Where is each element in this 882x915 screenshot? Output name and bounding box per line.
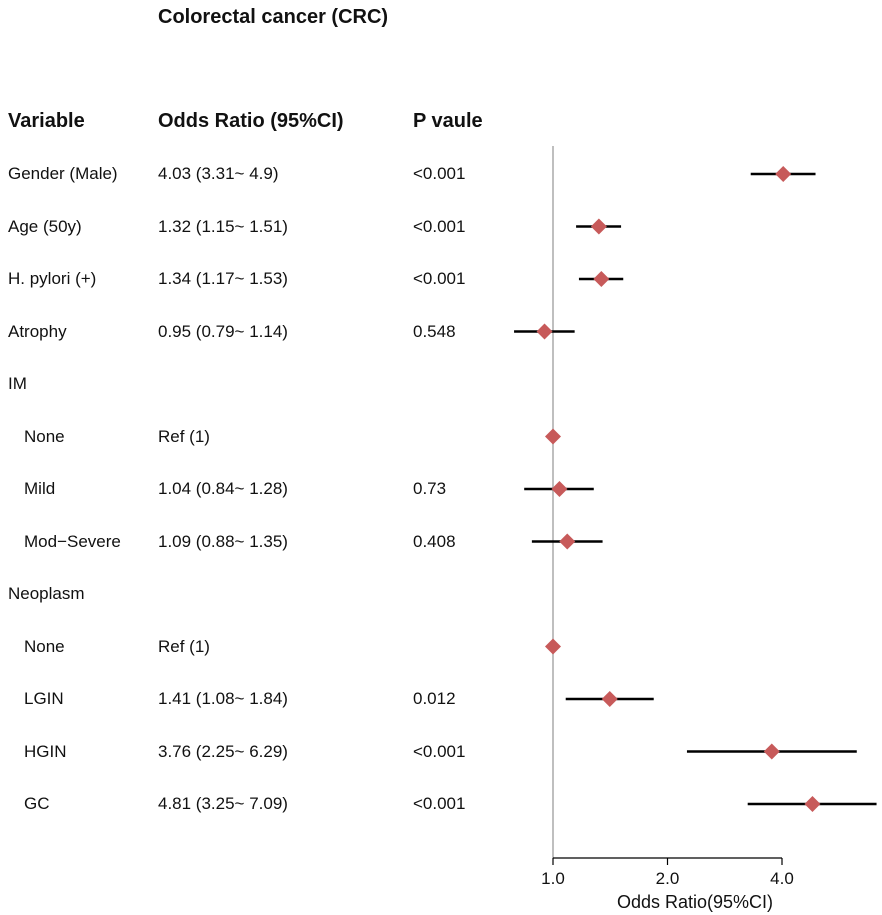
- x-tick-label: 4.0: [770, 869, 794, 888]
- row-p-value: 0.73: [413, 479, 447, 498]
- row-label: Neoplasm: [8, 584, 85, 603]
- x-axis-title: Odds Ratio(95%CI): [617, 892, 773, 912]
- header-variable: Variable: [8, 110, 85, 132]
- row-label: IM: [8, 374, 27, 393]
- row-label: GC: [24, 794, 50, 813]
- odds-ratio-marker: [536, 323, 553, 340]
- row-p-value: 0.548: [413, 321, 456, 341]
- odds-ratio-marker: [763, 743, 780, 760]
- odds-ratio-marker: [590, 218, 607, 235]
- row-label: None: [24, 426, 65, 446]
- row-odds-ratio: 3.76 (2.25~ 6.29): [158, 741, 288, 761]
- row-odds-ratio: 1.32 (1.15~ 1.51): [158, 216, 288, 236]
- row-p-value: <0.001: [413, 164, 466, 183]
- row-odds-ratio: Ref (1): [158, 636, 210, 656]
- odds-ratio-marker: [593, 271, 610, 287]
- row-p-value: 0.012: [413, 689, 456, 708]
- odds-ratio-marker: [775, 166, 792, 182]
- row-label: Age (50y): [8, 216, 82, 236]
- chart-title: Colorectal cancer (CRC): [158, 6, 389, 28]
- row-odds-ratio: 1.41 (1.08~ 1.84): [158, 689, 288, 708]
- odds-ratio-marker: [545, 428, 561, 445]
- row-odds-ratio: 1.34 (1.17~ 1.53): [158, 269, 288, 288]
- row-odds-ratio: 4.81 (3.25~ 7.09): [158, 794, 288, 813]
- x-tick-label: 1.0: [541, 869, 565, 888]
- row-label: Mild: [24, 479, 56, 498]
- x-tick-label: 2.0: [656, 869, 680, 888]
- header-p-value: P vaule: [413, 110, 483, 132]
- row-label: None: [24, 636, 65, 656]
- row-p-value: 0.408: [413, 531, 456, 551]
- row-label: LGIN: [24, 689, 64, 708]
- row-p-value: <0.001: [413, 269, 466, 288]
- odds-ratio-marker: [804, 796, 821, 812]
- row-odds-ratio: 0.95 (0.79~ 1.14): [158, 321, 288, 341]
- row-p-value: <0.001: [413, 216, 466, 236]
- header-odds-ratio: Odds Ratio (95%CI): [158, 110, 344, 132]
- row-label: H. pylori (+): [8, 269, 97, 288]
- odds-ratio-marker: [545, 638, 561, 655]
- row-label: Gender (Male): [8, 164, 118, 183]
- row-odds-ratio: 1.09 (0.88~ 1.35): [158, 531, 288, 551]
- row-odds-ratio: 1.04 (0.84~ 1.28): [158, 479, 288, 498]
- row-odds-ratio: 4.03 (3.31~ 4.9): [158, 164, 279, 183]
- row-label: Mod−Severe: [24, 531, 121, 551]
- odds-ratio-marker: [551, 481, 568, 497]
- odds-ratio-marker: [559, 533, 576, 550]
- row-label: HGIN: [24, 741, 67, 761]
- odds-ratio-marker: [601, 691, 618, 707]
- row-label: Atrophy: [8, 321, 67, 341]
- row-p-value: <0.001: [413, 794, 466, 813]
- row-odds-ratio: Ref (1): [158, 426, 210, 446]
- row-p-value: <0.001: [413, 741, 466, 761]
